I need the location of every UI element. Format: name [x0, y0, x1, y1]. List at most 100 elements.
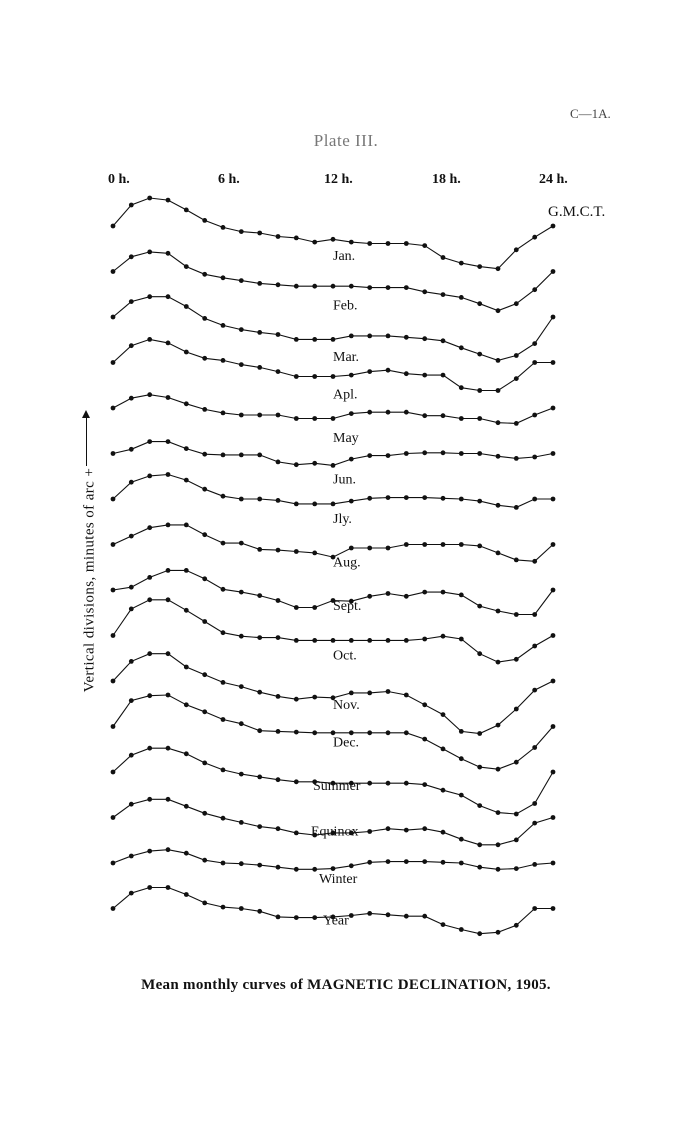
data-point — [422, 636, 428, 642]
data-point — [330, 337, 336, 342]
data-point — [110, 678, 116, 684]
data-point — [110, 860, 116, 866]
series-label: Summer — [313, 779, 361, 794]
data-point — [348, 598, 354, 604]
data-point — [403, 827, 409, 833]
data-point — [220, 815, 226, 821]
data-point — [532, 341, 538, 346]
data-point — [348, 730, 354, 736]
data-point — [550, 724, 556, 729]
data-point — [403, 692, 409, 698]
data-point — [385, 638, 391, 643]
data-point — [275, 332, 281, 337]
data-point — [202, 355, 208, 361]
data-point — [202, 218, 208, 223]
data-point — [128, 584, 134, 590]
data-point — [147, 575, 153, 580]
data-point — [275, 777, 281, 783]
data-point — [477, 301, 483, 307]
data-point — [165, 250, 171, 256]
data-point — [385, 912, 391, 918]
data-point — [477, 931, 483, 937]
data-point — [110, 587, 116, 593]
data-point — [385, 859, 391, 864]
data-point — [532, 287, 538, 293]
series-label: Jan. — [333, 249, 355, 264]
data-point — [532, 496, 538, 502]
data-point — [257, 635, 263, 640]
data-point — [385, 285, 391, 290]
data-point — [532, 558, 538, 564]
data-point — [293, 283, 299, 289]
data-point — [220, 586, 226, 592]
data-point — [385, 730, 391, 736]
data-point — [238, 861, 244, 867]
series-label: May — [333, 431, 359, 446]
data-point — [403, 780, 409, 786]
data-point — [477, 803, 483, 808]
data-point — [220, 493, 226, 499]
data-point — [330, 830, 336, 836]
curve-feb: Feb. — [110, 249, 556, 314]
data-point — [110, 633, 116, 638]
data-point — [275, 234, 281, 239]
curve-equinox: Equinox — [110, 796, 556, 848]
data-point — [330, 695, 336, 701]
up-arrow-shaft — [86, 414, 87, 466]
data-point — [458, 927, 464, 932]
data-point — [165, 197, 171, 203]
data-point — [275, 282, 281, 288]
data-point — [165, 692, 171, 698]
data-point — [532, 862, 538, 867]
data-point — [183, 349, 189, 355]
data-point — [477, 451, 483, 456]
data-point — [458, 592, 464, 598]
data-point — [128, 395, 134, 401]
data-point — [330, 501, 336, 507]
data-point — [275, 826, 281, 832]
plate-title: Plate III. — [313, 131, 379, 150]
data-point — [238, 721, 244, 727]
data-point — [532, 360, 538, 365]
data-point — [513, 505, 519, 510]
data-point — [348, 863, 354, 869]
data-point — [128, 479, 134, 485]
data-point — [238, 496, 244, 502]
data-point — [330, 236, 336, 242]
data-point — [147, 525, 153, 531]
data-point — [403, 593, 409, 599]
data-point — [550, 587, 556, 593]
data-point — [183, 446, 189, 451]
data-point — [348, 780, 354, 786]
data-point — [312, 550, 318, 556]
data-point — [147, 796, 153, 802]
data-point — [110, 360, 116, 365]
data-point — [440, 922, 446, 927]
data-point — [202, 619, 208, 624]
data-point — [495, 453, 501, 459]
data-point — [495, 502, 501, 508]
curve-jan: Jan. — [110, 195, 556, 272]
data-point — [550, 633, 556, 638]
data-point — [550, 542, 556, 547]
data-point — [440, 372, 446, 378]
data-point — [495, 266, 501, 272]
series-label: Equinox — [311, 825, 358, 840]
data-point — [128, 853, 134, 859]
data-point — [495, 929, 501, 935]
data-point — [312, 832, 318, 838]
data-point — [257, 281, 263, 286]
data-point — [275, 412, 281, 418]
data-point — [348, 283, 354, 289]
data-point — [257, 593, 263, 598]
data-point — [312, 374, 318, 379]
data-point — [513, 759, 519, 765]
data-point — [147, 337, 153, 342]
data-point — [220, 452, 226, 458]
data-point — [440, 787, 446, 793]
series-label: Nov. — [333, 698, 360, 713]
data-point — [532, 612, 538, 617]
data-point — [257, 689, 263, 695]
x-tick-label: 0 h. — [108, 172, 130, 187]
